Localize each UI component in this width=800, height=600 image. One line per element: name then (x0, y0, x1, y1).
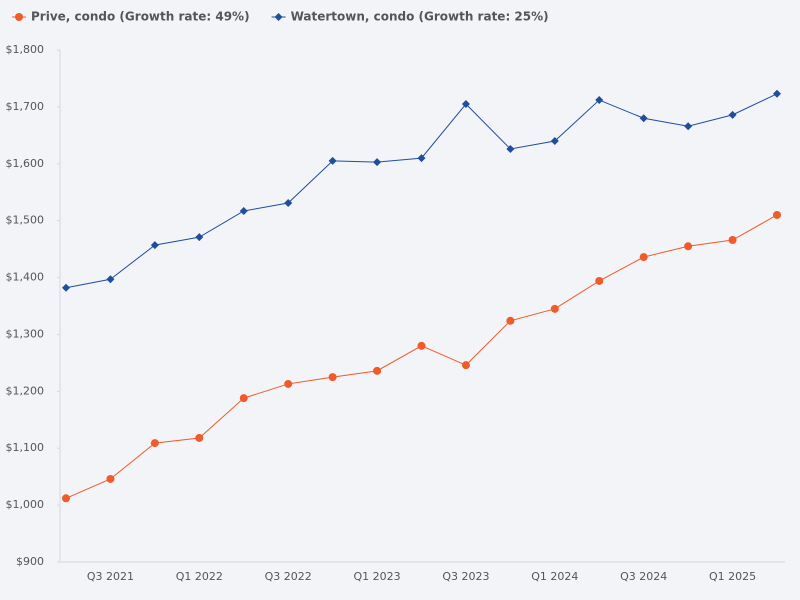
data-point (284, 379, 293, 388)
x-tick-label: Q3 2021 (87, 570, 134, 583)
data-point (595, 96, 604, 105)
x-tick-label: Q1 2022 (176, 570, 223, 583)
data-point (106, 474, 115, 483)
legend-label: Watertown, condo (Growth rate: 25%) (291, 10, 549, 24)
data-point (773, 89, 781, 98)
y-tick-label: $1,400 (6, 271, 45, 284)
data-point (461, 361, 470, 370)
x-tick-label: Q1 2023 (353, 570, 400, 583)
data-point (728, 236, 737, 245)
legend-label: Prive, condo (Growth rate: 49%) (31, 10, 250, 24)
data-point (506, 316, 515, 325)
data-point (728, 110, 737, 119)
data-point (684, 122, 693, 131)
data-point (639, 253, 648, 262)
data-point (373, 366, 382, 375)
y-tick-label: $1,500 (6, 214, 45, 227)
legend-marker (15, 13, 23, 21)
data-point (417, 341, 426, 350)
data-point (62, 283, 70, 292)
data-point (461, 100, 470, 109)
y-tick-label: $1,200 (6, 384, 45, 397)
data-point (195, 233, 204, 242)
data-point (684, 242, 693, 251)
data-point (506, 144, 515, 153)
data-point (106, 275, 115, 284)
data-point (328, 373, 337, 382)
x-tick-label: Q1 2024 (531, 570, 578, 583)
data-point (595, 276, 604, 285)
y-tick-label: $1,300 (6, 327, 45, 340)
data-point (284, 199, 293, 208)
x-tick-label: Q1 2025 (709, 570, 756, 583)
y-tick-label: $1,000 (6, 498, 45, 511)
data-point (239, 206, 248, 215)
x-tick-label: Q3 2022 (265, 570, 312, 583)
data-point (150, 241, 159, 250)
y-tick-label: $900 (16, 555, 44, 568)
data-point (239, 394, 248, 403)
y-tick-label: $1,600 (6, 157, 45, 170)
y-tick-label: $1,800 (6, 43, 45, 56)
data-point (550, 304, 559, 313)
x-tick-label: Q3 2023 (442, 570, 489, 583)
y-tick-label: $1,100 (6, 441, 45, 454)
data-point (150, 439, 159, 448)
data-point (328, 156, 337, 165)
data-point (639, 114, 648, 123)
data-point (550, 137, 559, 146)
y-tick-label: $1,700 (6, 100, 45, 113)
data-point (373, 158, 382, 167)
data-point (773, 210, 781, 219)
x-tick-label: Q3 2024 (620, 570, 667, 583)
data-point (417, 154, 426, 163)
legend-marker (274, 13, 283, 21)
data-point (195, 433, 204, 442)
data-point (62, 494, 70, 503)
